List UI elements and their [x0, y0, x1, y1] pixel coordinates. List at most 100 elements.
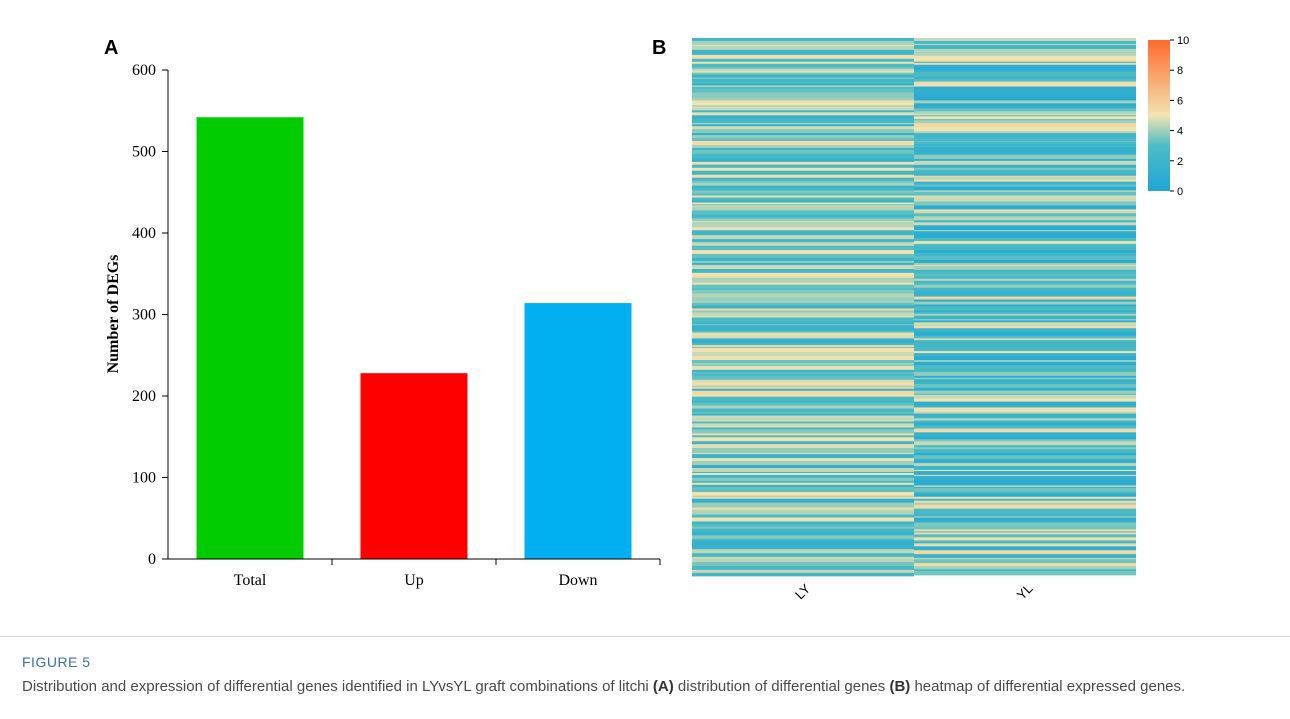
heatmap-cell-band	[692, 83, 914, 86]
heatmap-cell-band	[914, 323, 1136, 327]
heatmap-cell-band	[914, 184, 1136, 188]
heatmap-cell-band	[914, 62, 1136, 66]
heatmap-cell-band	[914, 508, 1136, 513]
heatmap-cell-band	[692, 535, 914, 539]
heatmap-cell-band	[692, 205, 914, 207]
heatmap-cell-band	[692, 210, 914, 215]
heatmap-cell-band	[914, 141, 1136, 143]
heatmap-cell-band	[692, 514, 914, 518]
heatmap-cell-band	[692, 268, 914, 274]
heatmap-cell-band	[914, 280, 1136, 283]
heatmap-cell-band	[692, 96, 914, 98]
heatmap-cell-band	[914, 407, 1136, 412]
heatmap-cell-band	[914, 479, 1136, 485]
heatmap-cell-band	[692, 150, 914, 155]
heatmap-cell-band	[914, 211, 1136, 214]
heatmap-cell-band	[692, 123, 914, 125]
heatmap-cell-band	[692, 435, 914, 438]
heatmap-cell-band	[914, 160, 1136, 166]
heatmap-cell-band	[914, 44, 1136, 50]
heatmap-cell-band	[692, 437, 914, 442]
heatmap-cell-band	[914, 351, 1136, 354]
heatmap-cell-band	[692, 571, 914, 574]
bar-chart-panel: A Number of DEGs 0 100 200 300 400 500 600 Tot…	[104, 37, 661, 589]
heatmap-cell-band	[692, 396, 914, 402]
heatmap-cell-band	[692, 421, 914, 423]
heatmap-cell-band	[914, 315, 1136, 320]
heatmap-cell-band	[914, 422, 1136, 426]
heatmap-cell-band	[914, 244, 1136, 248]
heatmap-cell-band	[914, 146, 1136, 151]
heatmap-cell-band	[692, 204, 914, 206]
heatmap-cell-band	[914, 140, 1136, 142]
heatmap-cell-band	[914, 486, 1136, 489]
heatmap-cell-band	[692, 365, 914, 371]
heatmap-cell-band	[914, 500, 1136, 504]
bar-down	[524, 303, 632, 559]
heatmap-cell-band	[692, 496, 914, 500]
heatmap-cell-band	[692, 371, 914, 375]
heatmap-cell-band	[692, 332, 914, 334]
heatmap-cell-band	[692, 61, 914, 65]
heatmap-cell-band	[692, 381, 914, 387]
heatmap-cell-band	[914, 474, 1136, 477]
y-axis-ticks: 0 100 200 300 400 500 600	[132, 62, 168, 568]
heatmap-cell-band	[914, 475, 1136, 481]
heatmap-cell-band	[692, 250, 914, 255]
heatmap-cell-band	[914, 86, 1136, 90]
heatmap-cell-band	[914, 167, 1136, 171]
heatmap-cell-band	[914, 209, 1136, 212]
heatmap-cell-band	[692, 221, 914, 223]
heatmap-cell-band	[914, 123, 1136, 127]
caption-marker-a: (A)	[652, 678, 674, 695]
heatmap-cell-band	[914, 484, 1136, 487]
heatmap-cell-band	[914, 555, 1136, 559]
heatmap-cell-band	[914, 520, 1136, 523]
heatmap-cell-band	[914, 216, 1136, 221]
heatmap-cell-band	[692, 454, 914, 459]
heatmap-cell-band	[692, 214, 914, 219]
y-tick-label: 400	[132, 225, 156, 242]
heatmap-cell-band	[692, 177, 914, 182]
heatmap-cell-band	[914, 74, 1136, 78]
colorbar-tick-label: 6	[1177, 95, 1183, 107]
heatmap-cell-band	[692, 106, 914, 109]
heatmap-cell-band	[692, 321, 914, 325]
heatmap-cell-band	[692, 72, 914, 76]
heatmap-cell-band	[914, 153, 1136, 156]
heatmap-cell-band	[692, 185, 914, 189]
heatmap-cell-band	[914, 326, 1136, 329]
heatmap-cell-band	[692, 78, 914, 82]
heatmap-cell-band	[914, 103, 1136, 105]
heatmap-cell-band	[692, 555, 914, 558]
heatmap-cell-band	[692, 449, 914, 454]
heatmap-cell-band	[914, 278, 1136, 281]
heatmap-cell-band	[692, 108, 914, 111]
heatmap-cell-band	[692, 441, 914, 445]
heatmap-cell-band	[914, 387, 1136, 390]
heatmap-cell-band	[692, 54, 914, 60]
heatmap-cell-band	[692, 202, 914, 205]
heatmap-cell-band	[914, 225, 1136, 228]
heatmap-cell-band	[914, 429, 1136, 432]
heatmap-cell-band	[692, 502, 914, 505]
heatmap-cell-band	[692, 461, 914, 466]
heatmap-cell-band	[914, 378, 1136, 381]
y-tick-label: 300	[132, 307, 156, 324]
heatmap-cell-band	[914, 234, 1136, 239]
heatmap-cell-band	[914, 238, 1136, 242]
y-axis-label: Number of DEGs	[105, 255, 122, 374]
heatmap-cell-band	[692, 77, 914, 80]
heatmap-cell-band	[692, 545, 914, 550]
heatmap-cell-band	[692, 343, 914, 346]
caption-marker-b: (B)	[889, 678, 911, 695]
heatmap-cell-band	[914, 398, 1136, 403]
heatmap-cell-band	[692, 472, 914, 476]
heatmap-cell-band	[692, 423, 914, 427]
panel-label-b: B	[652, 37, 666, 59]
heatmap-cell-band	[692, 65, 914, 68]
heatmap-cell-band	[914, 338, 1136, 341]
heatmap-cell-band	[914, 195, 1136, 198]
heatmap-cell-band	[692, 260, 914, 264]
